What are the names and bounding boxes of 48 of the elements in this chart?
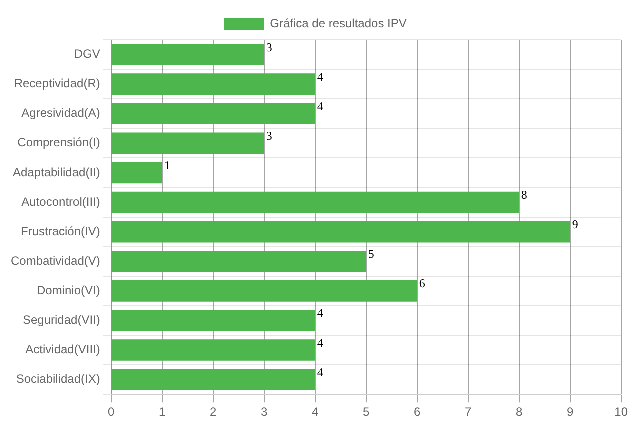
x-tick-label: 1: [159, 405, 166, 420]
x-tick-label: 2: [210, 405, 218, 420]
bar: [112, 192, 520, 214]
data-label: 4: [317, 70, 324, 84]
y-tick-label: Adaptabilidad(II): [12, 165, 100, 180]
y-tick-label: Sociabilidad(IX): [16, 372, 100, 386]
y-tick-label: Dominio(VI): [37, 283, 100, 298]
x-tick-label: 0: [108, 405, 116, 420]
x-tick-label: 9: [566, 405, 574, 420]
bar: [112, 280, 418, 302]
bar: [112, 162, 162, 184]
bar: [112, 74, 316, 95]
bar: [112, 221, 570, 243]
data-label: 4: [317, 365, 324, 380]
y-tick-label: DGV: [74, 47, 100, 62]
y-tick-label: Seguridad(VII): [22, 313, 100, 328]
bar: [112, 132, 264, 154]
bar: [112, 103, 316, 125]
data-label: 4: [317, 99, 324, 114]
data-label: 4: [317, 336, 324, 350]
x-tick-label: 8: [516, 405, 523, 420]
y-tick-label: Receptividad(R): [14, 76, 100, 91]
data-label: 6: [419, 276, 426, 291]
data-label: 1: [164, 158, 170, 172]
y-tick-label: Frustración(IV): [21, 224, 100, 238]
bar: [112, 340, 316, 361]
x-tick-label: 6: [414, 405, 421, 420]
x-tick-label: 5: [363, 405, 370, 420]
data-label: 3: [266, 40, 272, 54]
x-tick-label: 10: [614, 405, 628, 420]
bar: [112, 44, 264, 66]
data-label: 5: [368, 247, 374, 262]
y-tick-label: Comprensión(I): [18, 136, 100, 150]
data-label: 3: [266, 128, 272, 143]
bar: [112, 310, 316, 332]
data-label: 4: [317, 306, 324, 320]
y-tick-label: Autocontrol(III): [22, 194, 100, 209]
data-label: 8: [521, 188, 528, 202]
bar: [112, 250, 366, 272]
bar: [112, 369, 316, 390]
legend-label: Gráfica de resultados IPV: [270, 16, 407, 30]
y-tick-label: Agresividad(A): [22, 106, 100, 120]
y-tick-label: Combatividad(V): [10, 254, 100, 268]
data-label: 9: [572, 218, 578, 232]
y-tick-label: Actividad(VIII): [26, 342, 100, 357]
x-tick-label: 4: [312, 405, 320, 420]
x-tick-label: 3: [261, 405, 268, 420]
x-tick-label: 7: [464, 405, 472, 420]
